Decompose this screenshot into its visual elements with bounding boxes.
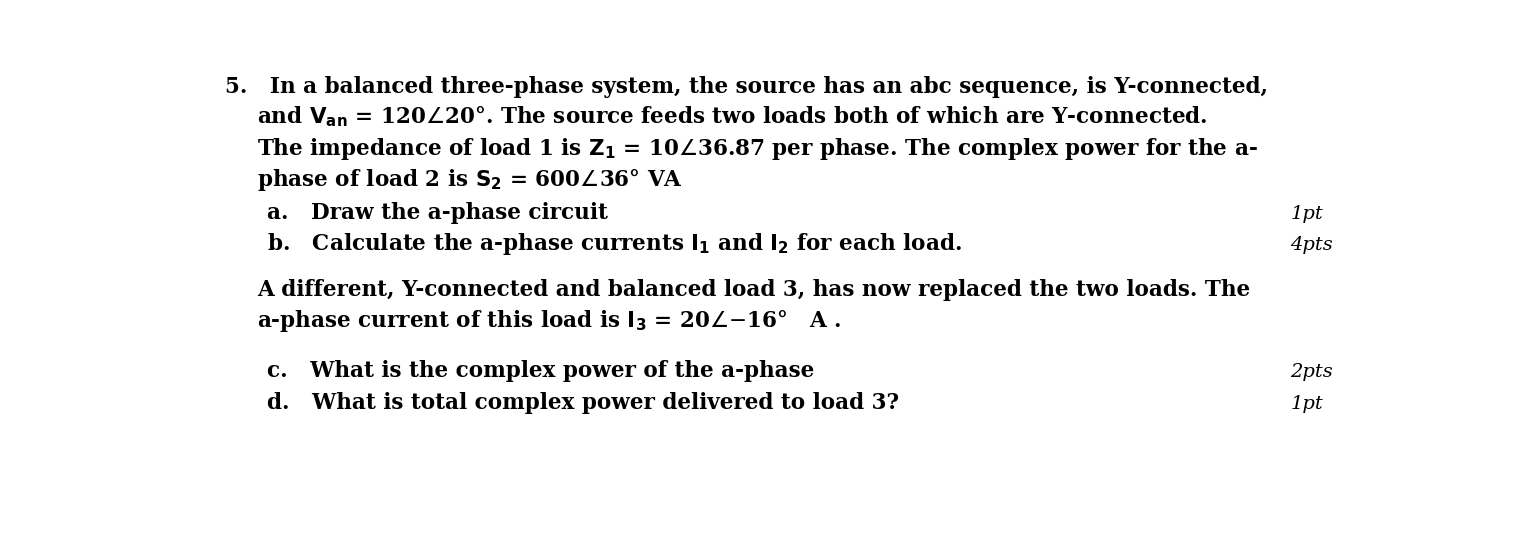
- Text: 5.   In a balanced three-phase system, the source has an abc sequence, is Y-conn: 5. In a balanced three-phase system, the…: [225, 76, 1269, 98]
- Text: 1pt: 1pt: [1290, 395, 1322, 413]
- Text: 4pts: 4pts: [1290, 236, 1333, 254]
- Text: phase of load 2 is $\mathbf{S}_{\mathbf{2}}$ = 600$\angle$36° VA: phase of load 2 is $\mathbf{S}_{\mathbf{…: [258, 166, 683, 193]
- Text: b.   Calculate the a-phase currents $\mathbf{I}_{\mathbf{1}}$ and $\mathbf{I}_{\: b. Calculate the a-phase currents $\math…: [267, 230, 962, 257]
- Text: A different, Y-connected and balanced load 3, has now replaced the two loads. Th: A different, Y-connected and balanced lo…: [258, 279, 1250, 301]
- Text: 2pts: 2pts: [1290, 364, 1333, 382]
- Text: 1pt: 1pt: [1290, 205, 1322, 223]
- Text: a.   Draw the a-phase circuit: a. Draw the a-phase circuit: [267, 203, 607, 224]
- Text: and $\mathbf{V}_{\mathbf{an}}$ = 120$\angle$20°. The source feeds two loads both: and $\mathbf{V}_{\mathbf{an}}$ = 120$\an…: [258, 104, 1207, 129]
- Text: The impedance of load 1 is $\mathbf{Z}_{\mathbf{1}}$ = 10$\angle$36.87 per phase: The impedance of load 1 is $\mathbf{Z}_{…: [258, 136, 1258, 162]
- Text: d.   What is total complex power delivered to load 3?: d. What is total complex power delivered…: [267, 391, 899, 413]
- Text: c.   What is the complex power of the a-phase: c. What is the complex power of the a-ph…: [267, 360, 815, 382]
- Text: a-phase current of this load is $\mathbf{I}_{\mathbf{3}}$ = 20$\angle$$-$16°   A: a-phase current of this load is $\mathbf…: [258, 307, 842, 334]
